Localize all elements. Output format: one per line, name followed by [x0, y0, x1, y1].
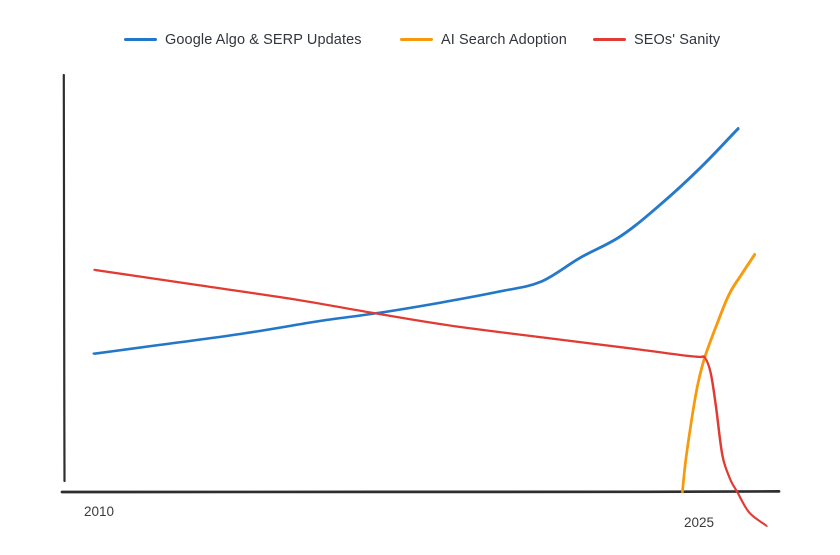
axes	[60, 73, 781, 494]
legend-line-swatch-orange	[400, 38, 433, 41]
x-axis	[60, 490, 781, 494]
legend-line-swatch-blue	[124, 38, 157, 41]
x-tick-2010: 2010	[84, 504, 115, 519]
legend-label: Google Algo & SERP Updates	[165, 31, 362, 48]
legend-line-swatch-red	[593, 38, 626, 41]
legend-item-ai-search: AI Search Adoption	[400, 31, 567, 48]
line-seos-sanity	[93, 268, 768, 527]
line-echo-google-algo-serp-updates	[94, 128, 740, 355]
x-tick-2025: 2025	[684, 515, 715, 530]
series-lines	[92, 126, 768, 527]
legend-item-google-algo: Google Algo & SERP Updates	[124, 31, 362, 48]
legend-label: SEOs' Sanity	[634, 31, 721, 48]
legend-item-seos-sanity: SEOs' Sanity	[593, 31, 720, 48]
line-google-algo-serp-updates	[92, 126, 740, 355]
line-ai-search-adoption	[681, 252, 756, 494]
legend-label: AI Search Adoption	[441, 31, 567, 48]
line-echo-ai-search-adoption	[682, 254, 757, 494]
y-axis	[62, 73, 66, 483]
line-echo-seos-sanity	[95, 270, 768, 527]
